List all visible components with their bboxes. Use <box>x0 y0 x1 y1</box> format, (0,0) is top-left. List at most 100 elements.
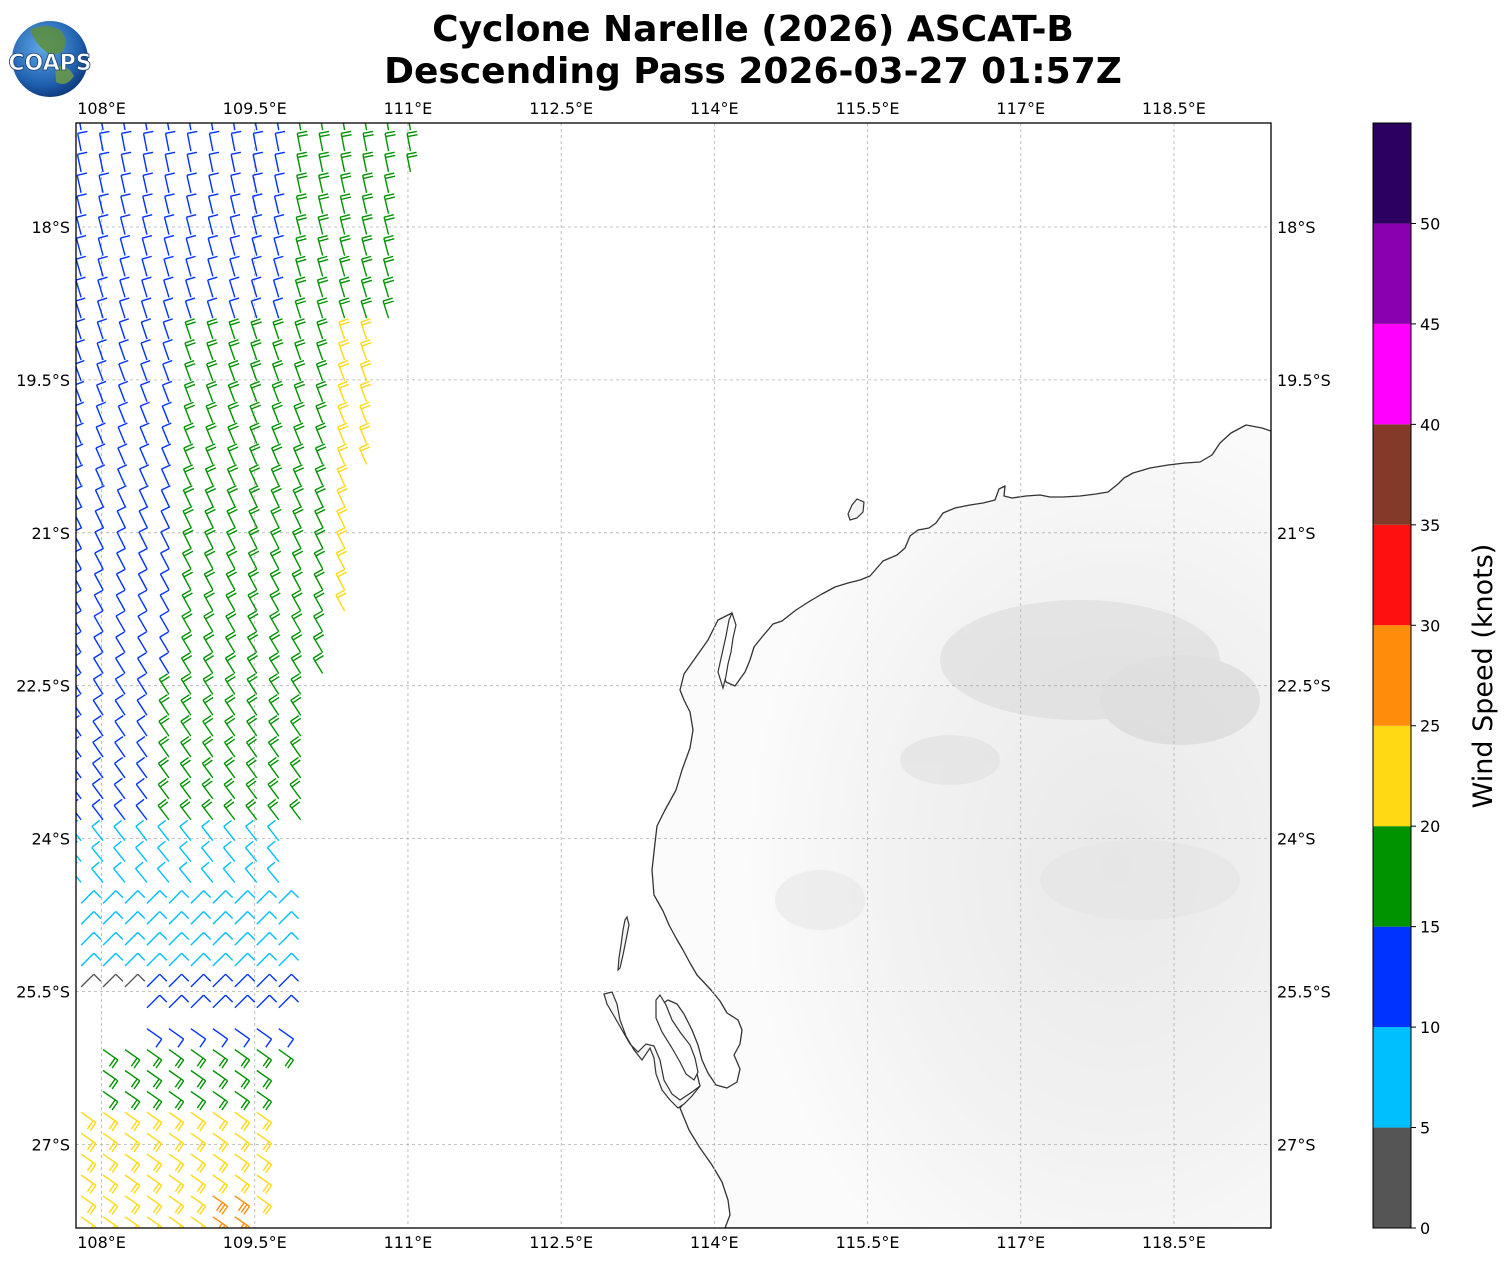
wind-barb <box>250 276 262 298</box>
wind-barb <box>161 401 172 423</box>
wind-barb <box>159 589 170 612</box>
wind-barb <box>228 276 240 298</box>
wind-barb <box>336 443 349 465</box>
wind-barb <box>190 1111 207 1132</box>
wind-barb <box>203 631 215 653</box>
lon-label-top: 112.5°E <box>529 99 593 118</box>
wind-barb <box>80 1153 97 1174</box>
wind-barb <box>278 931 300 946</box>
wind-barb <box>113 840 126 862</box>
wind-barb <box>115 610 126 633</box>
wind-barb <box>164 151 176 173</box>
wind-barb <box>251 234 262 256</box>
wind-barb <box>313 568 325 591</box>
wind-barb <box>269 547 282 570</box>
wind-barb <box>249 359 262 382</box>
exmouth-gulf <box>717 611 737 691</box>
wind-barb <box>139 380 151 403</box>
wind-barb <box>168 1174 185 1194</box>
wind-barb <box>160 547 170 570</box>
wind-barb <box>190 931 212 946</box>
wind-barb <box>140 297 152 319</box>
wind-barb <box>144 123 148 131</box>
wind-barb <box>269 568 281 591</box>
wind-barb <box>208 172 219 193</box>
wind-barb <box>181 631 193 653</box>
wind-barb <box>162 297 174 319</box>
wind-barb <box>234 1174 251 1194</box>
wind-barb <box>314 443 327 465</box>
wind-barb <box>293 401 305 423</box>
wind-barb <box>76 547 83 570</box>
lat-label-left: 18°S <box>31 218 70 237</box>
wind-barb <box>124 1049 141 1069</box>
wind-barb <box>117 401 128 423</box>
wind-barb <box>102 911 124 925</box>
wind-barb <box>335 526 348 549</box>
wind-barb <box>234 1153 251 1174</box>
wind-barb <box>97 214 109 235</box>
wind-barb <box>278 890 300 904</box>
wind-barb <box>117 443 128 465</box>
wind-barb <box>318 130 330 152</box>
wind-barb <box>168 931 190 946</box>
wind-barb <box>181 610 193 633</box>
wind-barb <box>315 401 327 423</box>
wind-barb <box>212 931 234 946</box>
wind-barb <box>225 547 238 570</box>
wind-barb <box>118 339 129 361</box>
wind-barb <box>317 255 329 277</box>
wind-barb <box>383 234 395 256</box>
wind-barb <box>140 339 151 361</box>
lon-label-top: 108°E <box>77 99 126 118</box>
colorbar-tick-label: 45 <box>1420 315 1440 334</box>
wind-barb <box>183 443 195 465</box>
wind-barb <box>168 994 190 1009</box>
wind-barb <box>158 652 170 674</box>
wind-barb <box>234 931 256 946</box>
wind-barb <box>119 255 130 277</box>
wind-barb <box>271 422 283 444</box>
wind-barb <box>207 255 218 277</box>
wind-barb <box>185 255 196 277</box>
wind-barb <box>249 401 261 423</box>
wind-barb <box>204 505 216 528</box>
wind-barb <box>251 255 262 277</box>
wind-barb <box>76 193 87 214</box>
wind-barb <box>168 1132 185 1153</box>
wind-barb <box>278 994 300 1009</box>
dirk-hartog-island <box>617 915 630 972</box>
wind-barb <box>296 130 308 152</box>
wind-barb <box>190 973 212 988</box>
wind-barb <box>335 568 347 591</box>
wind-barb <box>208 130 220 152</box>
wind-barb <box>256 1195 273 1215</box>
wind-barb <box>223 735 236 758</box>
wind-barb <box>116 526 127 549</box>
wind-barb <box>212 1153 229 1174</box>
wind-barb <box>80 890 102 904</box>
wind-barb <box>146 1111 163 1132</box>
wind-barb <box>406 130 418 152</box>
colorbar-bin <box>1373 223 1411 324</box>
wind-barb <box>168 1028 185 1048</box>
wind-barb <box>273 234 284 256</box>
wind-barb <box>92 673 104 695</box>
wind-barb <box>248 464 261 486</box>
wind-barb <box>338 276 351 298</box>
wind-barb <box>338 318 350 340</box>
wind-barb <box>383 172 396 193</box>
wind-barb <box>93 589 104 612</box>
wind-barb <box>205 401 217 423</box>
wind-barb <box>292 505 304 528</box>
wind-barb <box>252 172 263 193</box>
wind-barb <box>339 172 352 193</box>
wind-barb <box>223 756 236 779</box>
wind-barb <box>76 568 82 591</box>
wind-barb <box>256 890 278 904</box>
wind-barb <box>76 276 86 298</box>
wind-barb <box>184 297 196 319</box>
lat-label-right: 25.5°S <box>1277 983 1331 1002</box>
wind-barb <box>291 589 303 612</box>
wind-barb <box>76 589 82 612</box>
